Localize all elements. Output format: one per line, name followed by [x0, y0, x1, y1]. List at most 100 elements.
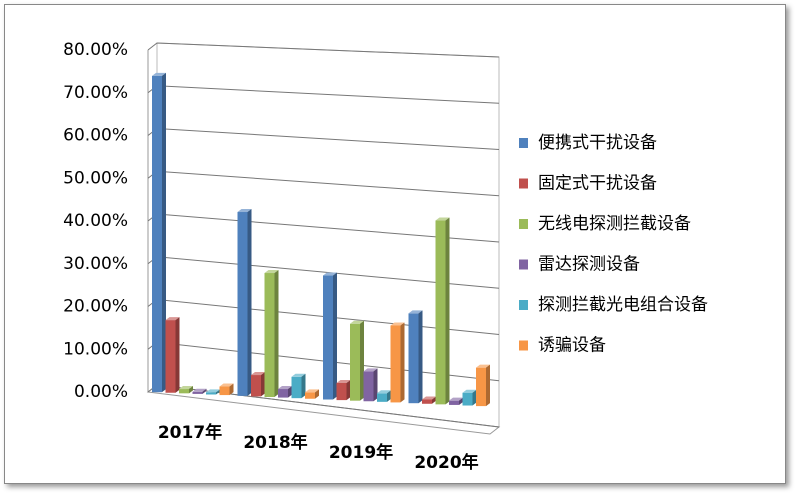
bar — [278, 386, 292, 398]
bar-front — [390, 325, 401, 403]
bar-top — [363, 368, 378, 372]
y-tick-label: 0.00% — [74, 382, 128, 402]
bar-top — [323, 272, 337, 276]
bar-top — [192, 388, 207, 392]
bar-top — [408, 310, 423, 314]
bar-front — [251, 375, 261, 397]
bar-front — [291, 376, 302, 399]
bar-side — [261, 372, 265, 397]
bar-side — [373, 368, 378, 402]
legend-swatch — [519, 300, 528, 310]
legend-label: 探测拦截光电组合设备 — [538, 295, 708, 315]
bar-side — [400, 322, 405, 403]
bar — [237, 209, 252, 396]
bar-side — [486, 364, 490, 407]
y-tick-label: 80.00% — [63, 40, 128, 60]
bar-top — [435, 217, 450, 221]
legend-swatch — [519, 178, 528, 189]
legend-label: 便携式干扰设备 — [538, 133, 657, 153]
bar-front — [152, 75, 162, 393]
bar-front — [206, 392, 216, 395]
bar-side — [445, 217, 450, 405]
y-tick-label: 20.00% — [63, 297, 128, 317]
legend-swatch — [519, 340, 528, 351]
x-tick-label: 2017年 — [158, 422, 222, 443]
bar-front — [323, 275, 333, 400]
bar — [363, 368, 378, 402]
bar-side — [175, 317, 180, 393]
bar-side — [162, 72, 166, 393]
bar-top — [476, 364, 490, 368]
bar — [435, 217, 450, 405]
bar — [323, 272, 337, 400]
bar — [264, 270, 279, 398]
bar — [462, 389, 477, 406]
bar-side — [189, 386, 193, 394]
bar-top — [206, 389, 220, 393]
bar — [422, 396, 436, 404]
bar-side — [301, 373, 306, 399]
bar-side — [472, 389, 477, 406]
bar-front — [264, 273, 275, 398]
bar-top — [278, 386, 292, 390]
bar — [377, 390, 391, 402]
legend-swatch — [519, 219, 528, 229]
y-tick-label: 70.00% — [63, 83, 128, 103]
bar-top — [350, 320, 364, 324]
bar-front — [165, 320, 176, 393]
bar-top — [179, 386, 193, 390]
y-tick-label: 10.00% — [63, 339, 128, 359]
bar — [251, 372, 265, 397]
bar-side — [229, 383, 234, 396]
y-tick-label: 40.00% — [63, 211, 128, 231]
bar-top — [219, 383, 234, 387]
bar — [192, 388, 207, 394]
legend-swatch — [519, 259, 528, 270]
legend-label: 雷达探测设备 — [538, 255, 640, 275]
bar-front — [278, 389, 288, 398]
bar-top — [305, 389, 319, 393]
grid-line — [147, 42, 500, 58]
bar-front — [435, 220, 446, 405]
bar-front — [363, 371, 374, 402]
bar — [206, 389, 220, 395]
bar-top — [377, 390, 391, 394]
bar-side — [387, 390, 391, 402]
bar-front — [336, 383, 347, 401]
bar-side — [274, 270, 279, 398]
bar-top — [165, 317, 180, 321]
bar-side — [346, 380, 351, 401]
bar — [152, 72, 166, 393]
bar-front — [476, 367, 486, 407]
bar-front — [237, 212, 248, 396]
bar-front — [408, 313, 419, 404]
bar-top — [291, 373, 306, 377]
bar — [408, 310, 423, 404]
bar — [476, 364, 490, 407]
bar-front — [179, 389, 189, 394]
bar — [336, 380, 351, 401]
bar-side — [432, 396, 436, 404]
bar-front — [350, 323, 360, 401]
bar-top — [237, 209, 252, 213]
y-tick-label: 60.00% — [63, 126, 128, 146]
bar — [390, 322, 405, 403]
bar — [291, 373, 306, 399]
bar-front — [449, 400, 459, 405]
bar-front — [462, 392, 473, 406]
bar-side — [315, 389, 319, 399]
bar-side — [360, 320, 364, 401]
bar-top — [251, 372, 265, 376]
bar-top — [264, 270, 279, 274]
bar-side — [418, 310, 423, 404]
bar — [165, 317, 180, 393]
bar-top — [422, 396, 436, 400]
bar-top — [462, 389, 477, 393]
bar — [449, 397, 463, 405]
bar-front — [219, 386, 230, 396]
legend-swatch — [519, 138, 528, 148]
bar-side — [288, 386, 292, 398]
x-tick-label: 2019年 — [329, 442, 393, 463]
